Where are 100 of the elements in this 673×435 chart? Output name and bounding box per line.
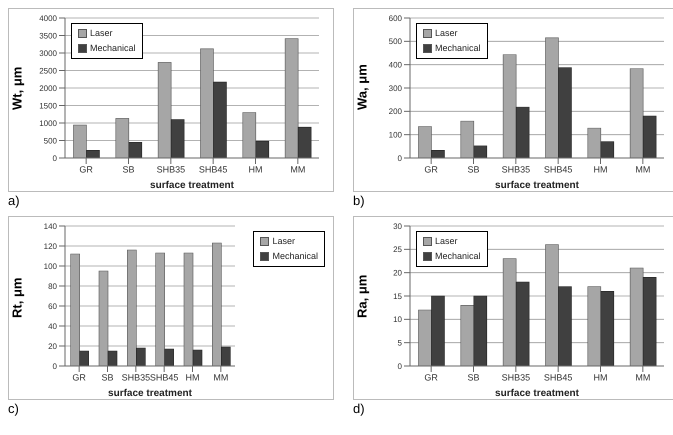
x-tick-label: SB — [101, 372, 114, 382]
y-tick-label: 4000 — [39, 14, 58, 23]
y-tick-label: 140 — [44, 222, 58, 231]
bar — [184, 252, 194, 366]
x-axis-title: surface treatment — [495, 180, 580, 191]
bar — [502, 54, 516, 158]
x-axis-title: surface treatment — [150, 180, 235, 191]
x-tick-label: SB — [122, 164, 135, 174]
x-tick-label: SB — [467, 164, 480, 174]
bar — [79, 350, 89, 366]
bar — [298, 126, 312, 158]
y-tick-label: 0 — [398, 154, 403, 163]
bar — [588, 128, 602, 158]
bar — [86, 150, 100, 158]
bar — [284, 38, 298, 158]
bar — [630, 268, 644, 366]
bar — [108, 350, 118, 366]
bar — [116, 118, 130, 158]
x-axis-title: surface treatment — [495, 388, 580, 399]
legend-label: Mechanical — [272, 250, 318, 263]
x-tick-label: HM — [186, 372, 200, 382]
x-tick-label: HM — [594, 372, 608, 382]
x-tick-label: HM — [248, 164, 262, 174]
bar — [431, 296, 445, 366]
bar — [221, 346, 231, 366]
bar — [474, 146, 488, 158]
y-tick-label: 400 — [388, 60, 403, 70]
legend-label: Laser — [90, 27, 113, 40]
bar — [502, 258, 516, 366]
x-tick-label: HM — [594, 164, 608, 174]
text: b) — [353, 192, 366, 210]
x-tick-label: MM — [635, 372, 650, 382]
x-tick-label: GR — [72, 372, 86, 382]
bar — [98, 270, 108, 366]
legend-label: Laser — [435, 235, 458, 248]
y-tick-label: 20 — [393, 268, 403, 278]
bar — [545, 38, 559, 158]
x-axis-title: surface treatment — [108, 388, 193, 399]
y-tick-label: 5 — [398, 338, 403, 348]
x-tick-label: SHB35 — [156, 164, 186, 174]
y-tick-label: 200 — [388, 107, 403, 116]
legend-label: Mechanical — [90, 42, 136, 55]
bar — [460, 120, 474, 158]
bar — [418, 310, 432, 366]
y-axis-title: Ra, μm — [354, 274, 370, 318]
text: c) — [8, 400, 20, 418]
bar — [558, 286, 572, 366]
bar — [212, 242, 222, 366]
bar — [516, 106, 530, 158]
bar — [558, 67, 572, 158]
x-tick-label: MM — [635, 164, 650, 174]
bar — [516, 282, 530, 366]
bar — [170, 119, 184, 158]
x-tick-label: MM — [290, 164, 306, 174]
y-tick-label: 20 — [48, 342, 58, 351]
y-axis-title: Rt, μm — [10, 278, 25, 318]
bar — [136, 348, 146, 366]
y-tick-label: 2500 — [39, 66, 58, 76]
y-tick-label: 25 — [393, 245, 403, 254]
bar — [73, 124, 87, 158]
bar — [431, 150, 445, 158]
y-tick-label: 0 — [52, 154, 58, 163]
bar — [200, 48, 214, 158]
bar — [242, 112, 256, 158]
y-tick-label: 500 — [44, 136, 58, 146]
y-tick-label: 0 — [52, 362, 58, 371]
y-tick-label: 0 — [398, 362, 403, 371]
y-tick-label: 600 — [388, 14, 403, 23]
bar — [600, 291, 614, 366]
bar — [164, 348, 174, 366]
bar — [600, 141, 614, 158]
bar — [460, 305, 474, 366]
legend-label: Mechanical — [435, 42, 481, 55]
y-tick-label: 1000 — [39, 118, 58, 128]
bar — [70, 254, 80, 366]
x-tick-label: SHB35 — [122, 372, 150, 382]
bar — [642, 277, 656, 366]
x-tick-label: SHB35 — [502, 372, 530, 382]
bar — [418, 126, 432, 158]
y-tick-label: 500 — [388, 37, 403, 46]
x-tick-label: SHB45 — [544, 164, 572, 174]
text: a) — [8, 192, 21, 210]
y-axis-title: Wt, μm — [10, 66, 25, 110]
y-tick-label: 120 — [44, 242, 58, 251]
legend-label: Mechanical — [435, 250, 481, 263]
bar — [127, 250, 137, 366]
bar — [155, 252, 165, 366]
y-tick-label: 15 — [393, 292, 403, 301]
x-tick-label: SHB35 — [502, 164, 530, 174]
x-tick-label: SHB45 — [198, 164, 228, 174]
x-tick-label: SHB45 — [150, 372, 178, 382]
text: d) — [353, 400, 366, 418]
y-tick-label: 3500 — [39, 31, 58, 40]
legend-label: Laser — [435, 27, 458, 40]
y-tick-label: 40 — [48, 322, 58, 331]
legend-label: Laser — [272, 235, 295, 248]
x-tick-label: GR — [79, 164, 94, 174]
y-tick-label: 60 — [48, 302, 58, 311]
y-tick-label: 80 — [48, 282, 58, 291]
bar — [630, 68, 644, 158]
